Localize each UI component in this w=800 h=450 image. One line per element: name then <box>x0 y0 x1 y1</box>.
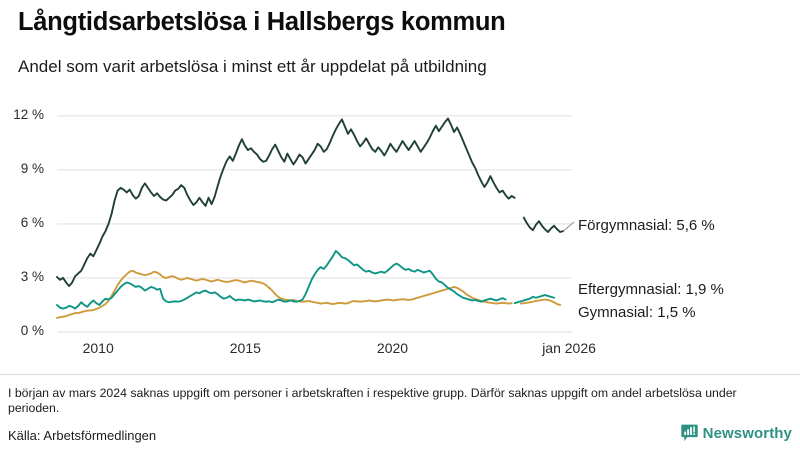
page-subtitle: Andel som varit arbetslösa i minst ett å… <box>18 57 487 76</box>
series-label-förgymnasial: Förgymnasial: 5,6 % <box>578 217 715 234</box>
x-axis-tick-label: 2010 <box>82 340 114 356</box>
series-line-gymnasial <box>56 269 513 319</box>
footnote-text: I början av mars 2024 saknas uppgift om … <box>8 386 737 415</box>
y-axis-tick-label: 0 % <box>20 323 44 338</box>
series-label-eftergymnasial: Eftergymnasial: 1,9 % <box>578 281 724 298</box>
leader-line <box>562 221 575 232</box>
brand-name: Newsworthy <box>702 424 792 442</box>
series-line-eftergymnasial <box>513 294 556 305</box>
source-text: Källa: Arbetsförmedlingen <box>8 428 157 443</box>
line-chart: 0 % 3 % 6 % 9 % 12 % 2010 2015 2020 jan 2026 Fö… <box>0 88 800 368</box>
series-line-gymnasial <box>519 298 562 306</box>
y-axis-tick-label: 6 % <box>20 214 44 230</box>
y-axis-tick-label: 3 % <box>20 268 44 284</box>
series-line-förgymnasial <box>56 117 516 288</box>
newsworthy-logo: Newsworthy <box>680 424 792 442</box>
x-axis-tick-label: 2020 <box>376 340 409 356</box>
bar-chart-logo-icon <box>680 424 698 442</box>
chart-svg <box>0 88 575 333</box>
footer-divider <box>0 374 800 375</box>
x-axis-tick-label: 2015 <box>229 340 261 356</box>
series-line-eftergymnasial <box>56 249 507 310</box>
y-axis-tick-label: 9 % <box>20 160 44 176</box>
x-axis-tick-label: jan 2026 <box>542 340 596 356</box>
page-title: Långtidsarbetslösa i Hallsbergs kommun <box>18 8 506 36</box>
series-line-förgymnasial <box>522 216 565 233</box>
series-label-gymnasial: Gymnasial: 1,5 % <box>578 304 696 321</box>
y-axis-tick-label: 12 % <box>13 106 44 122</box>
